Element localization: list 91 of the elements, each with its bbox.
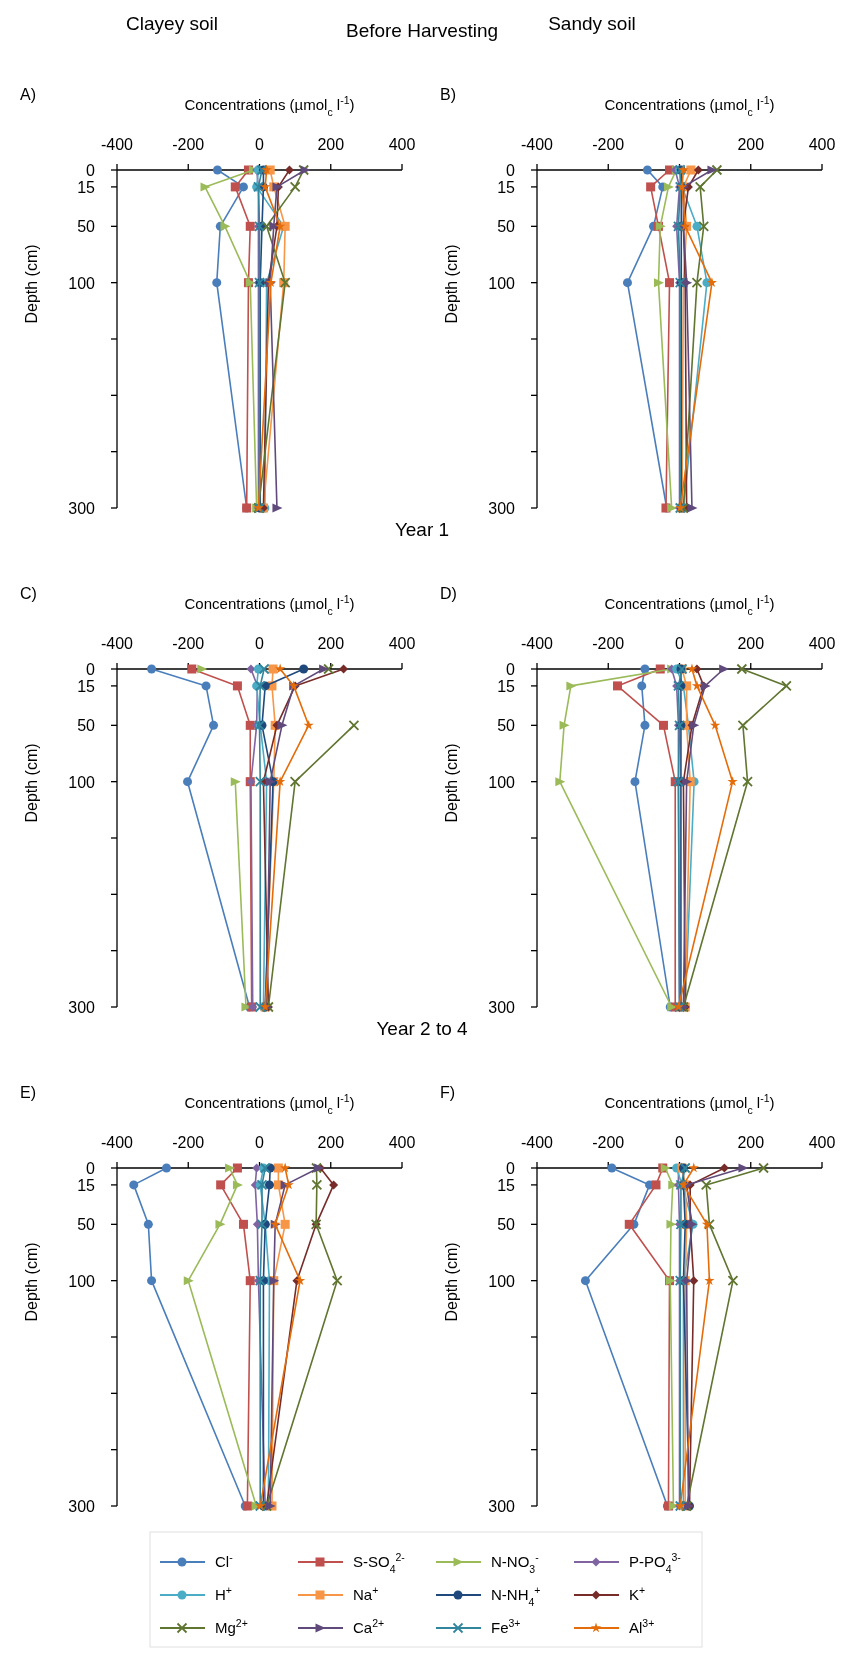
chart-title: E) bbox=[20, 1084, 36, 1101]
x-axis-title: Concentrations (µmol$_{c}$ l$^{-1}$) bbox=[604, 1092, 775, 1116]
y-tick-label: 300 bbox=[68, 1498, 96, 1515]
x-tick-label: 400 bbox=[388, 136, 416, 153]
legend-label: Cl$^{-}$ bbox=[215, 1551, 234, 1570]
x-tick-label: 200 bbox=[317, 1134, 345, 1151]
y-tick-label: 15 bbox=[77, 1176, 96, 1194]
y-tick-label: 15 bbox=[77, 677, 96, 695]
y-tick-label: 100 bbox=[68, 773, 96, 791]
x-axis-title: Concentrations (µmol$_{c}$ l$^{-1}$) bbox=[604, 593, 775, 617]
text: Clayey soil bbox=[126, 13, 218, 34]
y-tick-label: 50 bbox=[497, 717, 516, 735]
legend-label: Mg$^{2+}$ bbox=[215, 1617, 248, 1636]
y-tick-label: 15 bbox=[497, 677, 516, 695]
y-axis-title: Depth (cm) bbox=[23, 244, 40, 324]
x-tick-label: 400 bbox=[808, 635, 836, 652]
x-axis-title: Concentrations (µmol$_{c}$ l$^{-1}$) bbox=[604, 94, 775, 118]
y-tick-label: 100 bbox=[488, 1272, 516, 1290]
chart-title: C) bbox=[20, 585, 37, 602]
y-tick-label: 0 bbox=[506, 661, 516, 678]
x-tick-label: -400 bbox=[520, 1134, 554, 1151]
x-tick-label: 400 bbox=[388, 1134, 416, 1151]
legend-label: Na$^{+}$ bbox=[353, 1584, 379, 1603]
x-tick-label: -200 bbox=[172, 635, 205, 652]
x-tick-label: 0 bbox=[675, 1134, 685, 1151]
x-tick-label: 400 bbox=[808, 1134, 836, 1151]
x-tick-label: -400 bbox=[100, 136, 134, 153]
x-tick-label: 200 bbox=[317, 136, 345, 153]
x-tick-label: 200 bbox=[317, 635, 345, 652]
x-tick-label: 400 bbox=[388, 635, 416, 652]
text: Year 2 to 4 bbox=[376, 1018, 469, 1039]
x-tick-label: -400 bbox=[520, 136, 554, 153]
y-tick-label: 50 bbox=[77, 1216, 96, 1234]
y-axis-title: Depth (cm) bbox=[443, 743, 460, 823]
y-axis-title: Depth (cm) bbox=[443, 1242, 460, 1322]
x-tick-label: 400 bbox=[808, 136, 836, 153]
x-tick-label: -200 bbox=[592, 635, 625, 652]
text: Year 1 bbox=[394, 519, 450, 540]
y-tick-label: 100 bbox=[68, 1272, 96, 1290]
x-tick-label: -200 bbox=[592, 136, 625, 153]
text: Sandy soil bbox=[548, 13, 636, 34]
x-tick-label: -200 bbox=[172, 136, 205, 153]
x-tick-label: -400 bbox=[520, 635, 554, 652]
y-tick-label: 50 bbox=[77, 717, 96, 735]
y-tick-label: 300 bbox=[488, 999, 516, 1016]
x-tick-label: 0 bbox=[675, 136, 685, 153]
chart-title: F) bbox=[440, 1084, 456, 1101]
y-tick-label: 0 bbox=[506, 162, 516, 179]
x-axis-title: Concentrations (µmol$_{c}$ l$^{-1}$) bbox=[184, 593, 355, 617]
x-axis-title: Concentrations (µmol$_{c}$ l$^{-1}$) bbox=[184, 1092, 355, 1116]
y-tick-label: 0 bbox=[86, 162, 96, 179]
y-tick-label: 100 bbox=[488, 773, 516, 791]
y-tick-label: 300 bbox=[488, 1498, 516, 1515]
legend-label: K$^{+}$ bbox=[629, 1584, 646, 1603]
x-tick-label: 0 bbox=[255, 635, 265, 652]
chart-title: B) bbox=[440, 86, 456, 103]
y-tick-label: 15 bbox=[77, 178, 96, 196]
y-tick-label: 15 bbox=[497, 1176, 516, 1194]
x-tick-label: 0 bbox=[255, 1134, 265, 1151]
x-axis-title: Concentrations (µmol$_{c}$ l$^{-1}$) bbox=[184, 94, 355, 118]
y-tick-label: 0 bbox=[506, 1160, 516, 1177]
x-tick-label: -200 bbox=[172, 1134, 205, 1151]
y-tick-label: 100 bbox=[488, 274, 516, 292]
y-tick-label: 0 bbox=[86, 661, 96, 678]
legend-label: Al$^{3+}$ bbox=[629, 1617, 655, 1636]
y-tick-label: 100 bbox=[68, 274, 96, 292]
y-axis-title: Depth (cm) bbox=[23, 1242, 40, 1322]
y-axis-title: Depth (cm) bbox=[443, 244, 460, 324]
x-tick-label: 0 bbox=[255, 136, 265, 153]
y-tick-label: 15 bbox=[497, 178, 516, 196]
x-tick-label: 200 bbox=[737, 635, 765, 652]
y-tick-label: 300 bbox=[68, 999, 96, 1016]
y-tick-label: 50 bbox=[497, 218, 516, 236]
y-tick-label: 300 bbox=[68, 500, 96, 517]
y-tick-label: 300 bbox=[488, 500, 516, 517]
chart-title: A) bbox=[20, 86, 36, 103]
x-tick-label: -400 bbox=[100, 1134, 134, 1151]
legend-label: Ca$^{2+}$ bbox=[353, 1617, 385, 1636]
y-axis-title: Depth (cm) bbox=[23, 743, 40, 823]
legend-label: H$^{+}$ bbox=[215, 1584, 232, 1603]
legend-label: Fe$^{3+}$ bbox=[491, 1617, 521, 1636]
x-tick-label: -400 bbox=[100, 635, 134, 652]
x-tick-label: 0 bbox=[675, 635, 685, 652]
x-tick-label: 200 bbox=[737, 136, 765, 153]
x-tick-label: -200 bbox=[592, 1134, 625, 1151]
y-tick-label: 0 bbox=[86, 1160, 96, 1177]
text: Before Harvesting bbox=[345, 20, 499, 41]
chart-title: D) bbox=[440, 585, 457, 602]
y-tick-label: 50 bbox=[497, 1216, 516, 1234]
x-tick-label: 200 bbox=[737, 1134, 765, 1151]
y-tick-label: 50 bbox=[77, 218, 96, 236]
